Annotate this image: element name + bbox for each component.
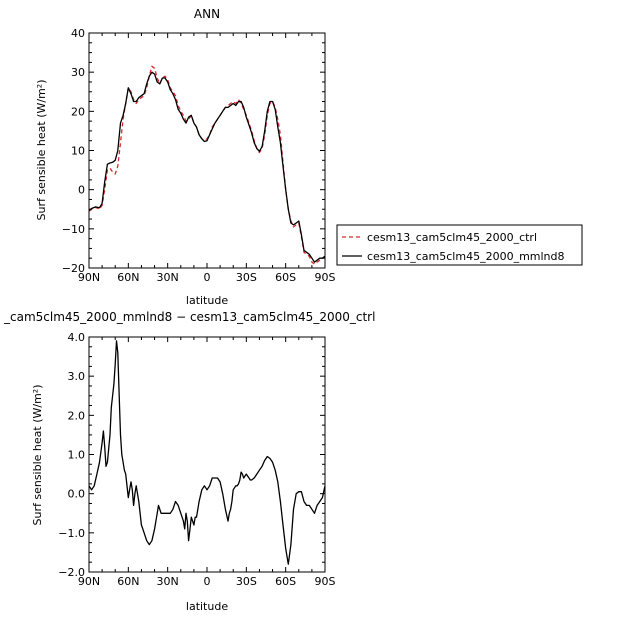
top-ticks-layer: 90N 60N 30N 0 30S 60S 90S −20 −10 0 10 20 30 40 [62, 27, 336, 284]
top-y-axis-label: Surf sensible heat (W/m²) [35, 80, 48, 221]
top-panel: ANN Surf sensible heat (W/m²) latitude 9… [35, 7, 336, 307]
bottom-y-tick-label: 3.0 [68, 370, 86, 383]
bottom-x-tick-label: 90S [315, 575, 336, 588]
bottom-chart-title: _cam5clm45_2000_mmlnd8 − cesm13_cam5clm4… [3, 310, 375, 324]
top-series-layer [88, 65, 326, 265]
legend-box [336, 224, 583, 266]
top-y-tick-label: 20 [71, 105, 85, 118]
bottom-y-axis-label: Surf sensible heat (W/m²) [31, 385, 44, 526]
top-plot-frame [88, 32, 326, 269]
bottom-y-tick-label: 0.0 [68, 488, 86, 501]
legend-entry-mmlnd8: cesm13_cam5clm45_2000_mmlnd8 [367, 250, 565, 263]
bottom-y-tick-label: 1.0 [68, 449, 86, 462]
legend: cesm13_cam5clm45_2000_ctrl cesm13_cam5cl… [336, 224, 583, 266]
bottom-x-tick-label: 30S [236, 575, 257, 588]
bottom-y-tick-label: −2.0 [58, 566, 85, 579]
top-x-tick-label: 60S [275, 271, 296, 284]
top-x-tick-label: 60N [117, 271, 139, 284]
bottom-series-layer [88, 340, 326, 565]
top-y-tick-label: 30 [71, 66, 85, 79]
top-x-tick-label: 30S [236, 271, 257, 284]
top-series-line-0 [88, 65, 326, 265]
bottom-y-tick-label: 2.0 [68, 409, 86, 422]
top-x-tick-label: 90S [315, 271, 336, 284]
top-y-tick-label: 0 [78, 184, 85, 197]
top-x-tick-label: 0 [204, 271, 211, 284]
top-x-axis-label: latitude [186, 294, 228, 307]
top-y-tick-label: 10 [71, 145, 85, 158]
bottom-series-line-0 [88, 340, 326, 565]
bottom-x-tick-label: 0 [204, 575, 211, 588]
top-series-line-1 [88, 71, 326, 263]
bottom-x-tick-label: 60N [117, 575, 139, 588]
top-y-tick-label: −20 [62, 262, 85, 275]
bottom-x-axis-label: latitude [186, 600, 228, 613]
bottom-y-tick-label: −1.0 [58, 527, 85, 540]
top-x-tick-label: 90N [78, 271, 100, 284]
top-y-tick-label: −10 [62, 223, 85, 236]
bottom-x-tick-label: 30N [157, 575, 179, 588]
bottom-panel: _cam5clm45_2000_mmlnd8 − cesm13_cam5clm4… [3, 310, 375, 613]
bottom-y-tick-label: 4.0 [68, 331, 86, 344]
top-x-tick-label: 30N [157, 271, 179, 284]
bottom-x-tick-label: 60S [275, 575, 296, 588]
top-y-tick-label: 40 [71, 27, 85, 40]
bottom-x-tick-label: 90N [78, 575, 100, 588]
legend-entry-ctrl: cesm13_cam5clm45_2000_ctrl [367, 231, 537, 244]
bottom-plot-frame [88, 336, 326, 573]
top-chart-title: ANN [194, 7, 220, 21]
